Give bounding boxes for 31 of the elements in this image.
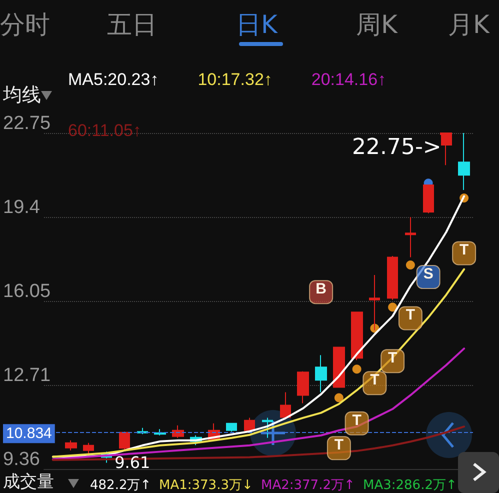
y-tick-label: 9.36 xyxy=(3,449,40,470)
text: 60:11.05↑ xyxy=(68,121,142,140)
data-label: T xyxy=(459,242,469,259)
text: 月K xyxy=(448,9,490,41)
text: 482.2万↑ xyxy=(90,477,152,493)
ref-line-label: 10.834 xyxy=(6,425,52,442)
y-tick-label: 19.4 xyxy=(3,197,40,218)
y-tick-label: 22.75 xyxy=(3,113,51,134)
text: 10:17.32↑ xyxy=(198,70,272,89)
text: MA1:373.3万↓ xyxy=(159,477,253,493)
data-label: T xyxy=(388,350,398,367)
text: 均线 xyxy=(3,83,41,108)
data-label: B xyxy=(316,280,327,298)
text: MA5:20.23↑ xyxy=(68,70,159,89)
data-label: T xyxy=(370,372,380,389)
data-label: T xyxy=(406,306,416,324)
text: 日K xyxy=(236,9,278,41)
annotation: 9.61 xyxy=(114,452,150,472)
annotation: 22.75-> xyxy=(352,135,442,160)
text: 成交量 xyxy=(3,471,54,493)
text: 分时 xyxy=(0,9,50,41)
text: 周K xyxy=(356,9,398,41)
data-label: T xyxy=(352,412,362,429)
y-tick-label: 12.71 xyxy=(3,364,51,386)
y-tick-label: 16.05 xyxy=(3,281,51,302)
text: MA2:377.2万↑ xyxy=(261,477,355,493)
text: MA3:286.2万↑ xyxy=(363,477,457,493)
text: 20:14.16↑ xyxy=(311,70,386,89)
text: 五日 xyxy=(107,9,157,41)
data-label: S xyxy=(423,266,434,283)
data-label: T xyxy=(334,436,344,454)
